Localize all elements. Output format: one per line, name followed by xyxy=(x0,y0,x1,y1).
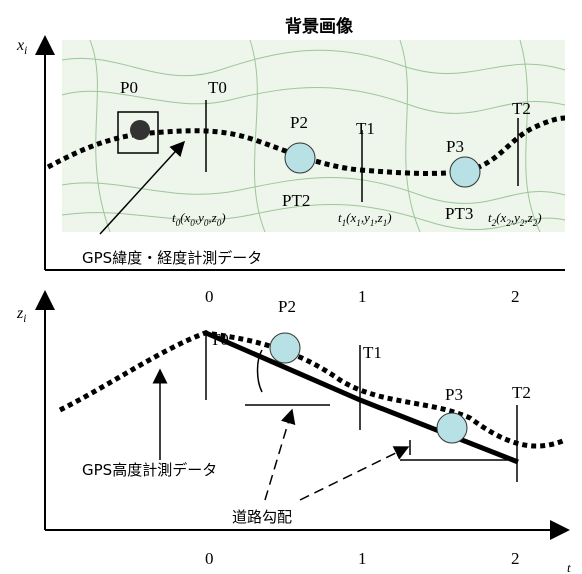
gps-altitude-curve xyxy=(60,333,565,446)
x-tick-label: 0 xyxy=(205,287,214,306)
text-part: ) xyxy=(220,210,225,225)
point-label: P3 xyxy=(446,137,464,156)
x-tick-label: 2 xyxy=(511,287,520,306)
point-label: P2 xyxy=(278,297,296,316)
point-label: P3 xyxy=(445,385,463,404)
point-sublabel: PT3 xyxy=(445,204,473,223)
p3-circle xyxy=(437,413,467,443)
slope-label: 道路勾配 xyxy=(232,508,292,526)
time-label: T0 xyxy=(208,78,227,97)
slope-arrows xyxy=(265,410,408,500)
x-tick-label: 1 xyxy=(358,549,367,568)
p2-circle xyxy=(270,333,300,363)
text-part: ,z xyxy=(374,210,382,225)
time-label: T0 xyxy=(210,330,229,349)
point-sublabel: PT2 xyxy=(282,191,310,210)
time-label: T1 xyxy=(363,343,382,362)
text-part: (x xyxy=(496,210,506,225)
x-tick-label: 1 xyxy=(358,287,367,306)
subscript: i xyxy=(23,313,26,325)
text-part: ,y xyxy=(361,210,370,225)
time-label: T1 xyxy=(356,119,375,138)
time-label: T2 xyxy=(512,383,531,402)
x-axis-label: t xyxy=(567,560,571,574)
figure: 背景画像xiP0P2PT2P3PT3T0t0(x0,y0,z0)T1t1(x1,… xyxy=(0,0,582,574)
y-axis-label: xi xyxy=(16,37,27,57)
text-part: ) xyxy=(386,210,391,225)
road-line xyxy=(206,333,518,462)
text-part: (x xyxy=(346,210,356,225)
subscript: i xyxy=(24,45,27,57)
y-axis-label: zi xyxy=(16,305,26,325)
p2-circle xyxy=(285,143,315,173)
p3-circle xyxy=(450,157,480,187)
text-part: ,y xyxy=(511,210,520,225)
text-part: ) xyxy=(536,210,541,225)
text-part: x xyxy=(16,37,24,54)
curve-label: GPS緯度・経度計測データ xyxy=(82,249,262,267)
point-label: P2 xyxy=(290,113,308,132)
text-part: ,z xyxy=(524,210,532,225)
curve-label: GPS高度計測データ xyxy=(82,461,217,479)
time-label: T2 xyxy=(512,99,531,118)
p0-dot xyxy=(130,120,150,140)
x-tick-label: 2 xyxy=(511,549,520,568)
x-tick-label: 0 xyxy=(205,549,214,568)
text-part: (x xyxy=(180,210,190,225)
text-part: ,z xyxy=(208,210,216,225)
text-part: ,y xyxy=(195,210,204,225)
title: 背景画像 xyxy=(285,16,354,37)
point-label: P0 xyxy=(120,78,138,97)
